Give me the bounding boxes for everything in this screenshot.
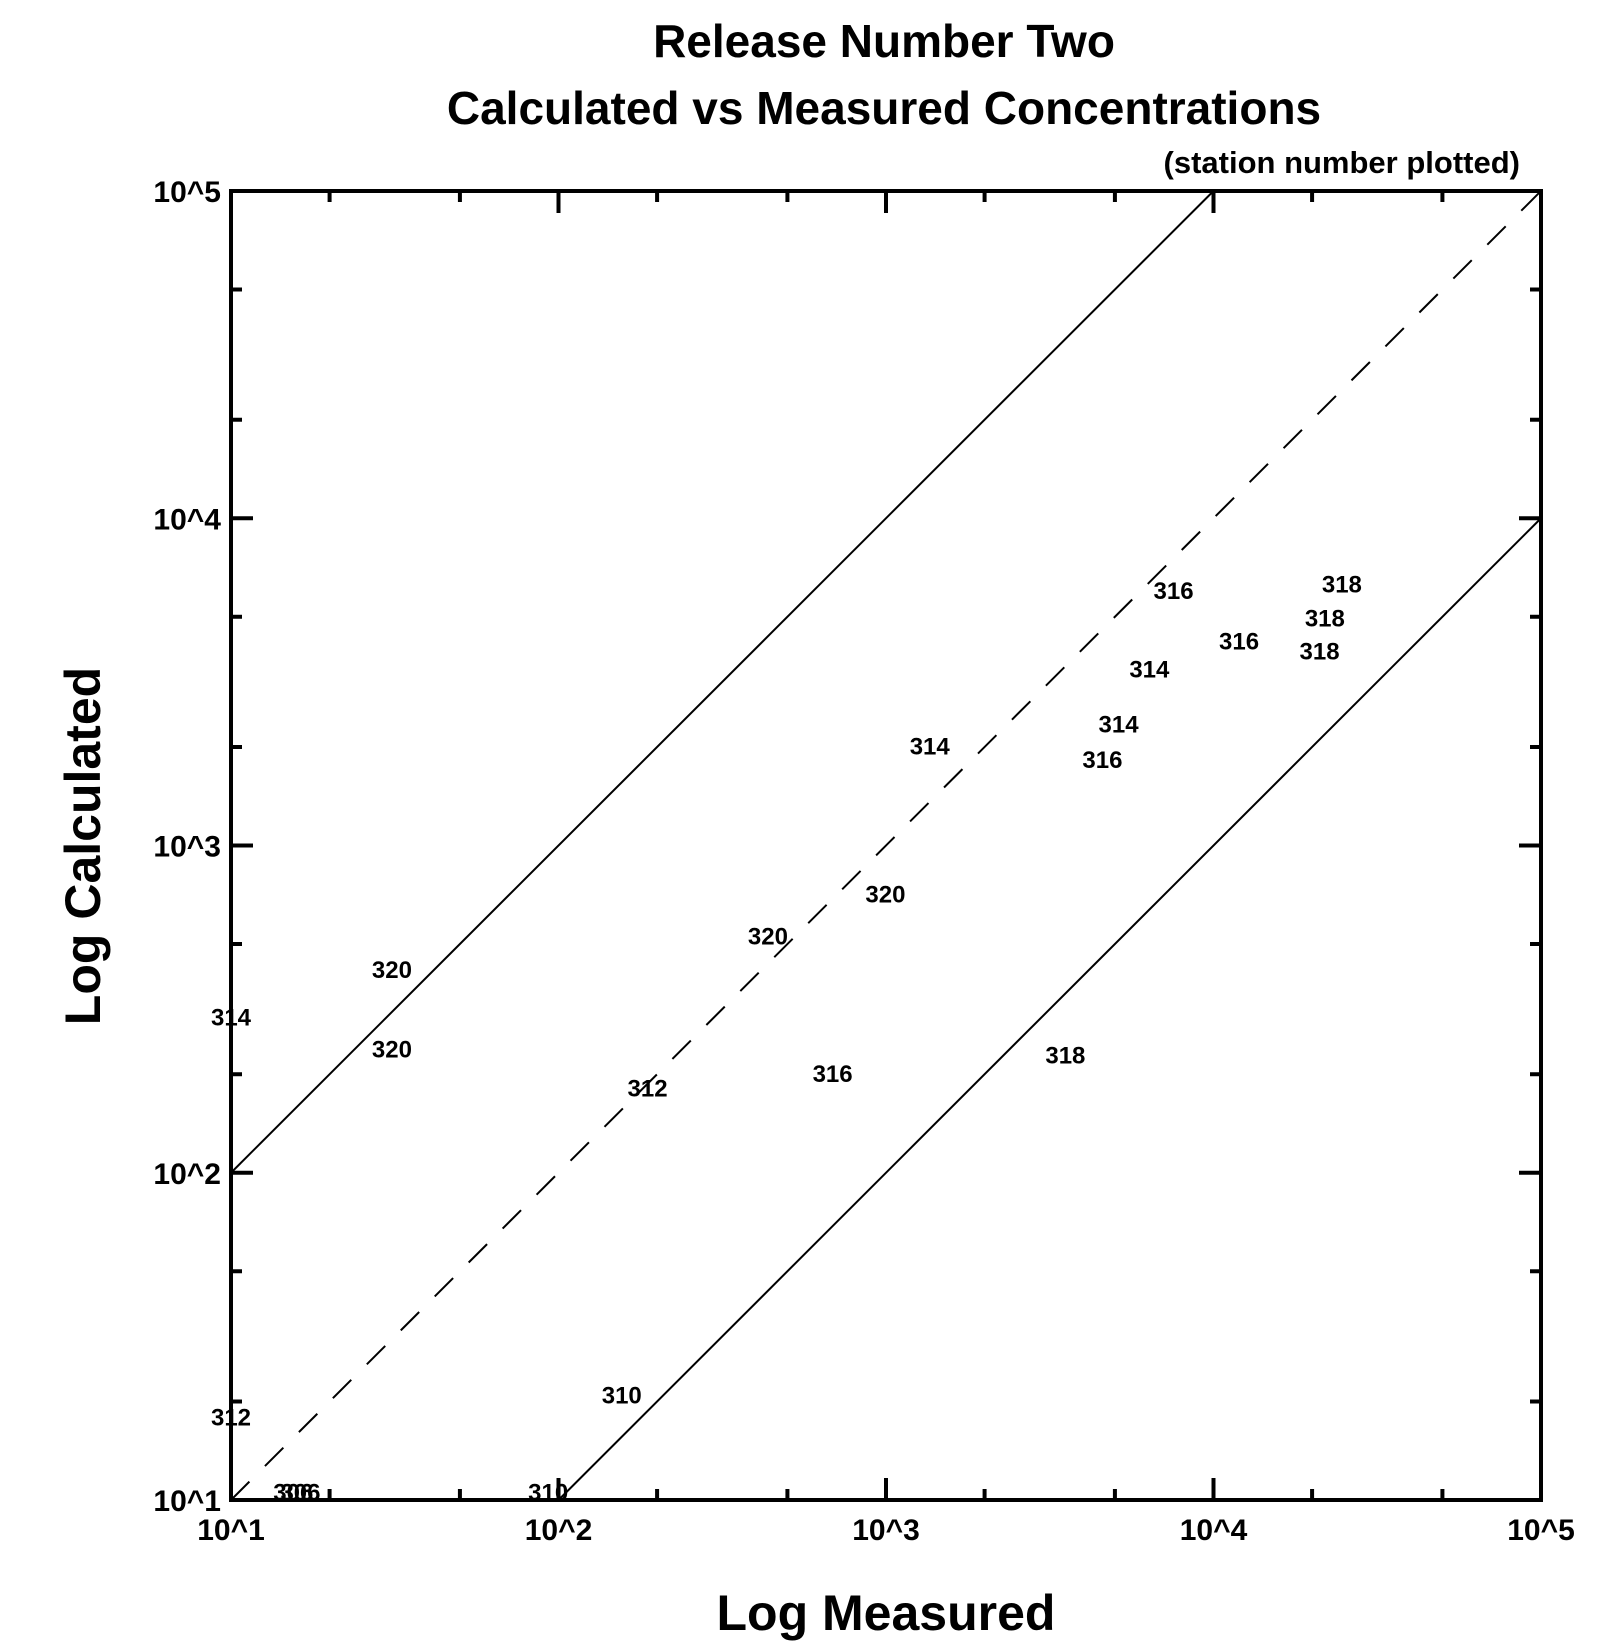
data-point-label: 318 [1322,572,1362,599]
reference-lines [230,190,1542,1501]
data-point-label: 314 [1099,711,1140,738]
y-tick-label: 10^4 [153,503,221,536]
data-point-label: 314 [1129,656,1170,683]
data-point-label: 318 [1300,638,1340,665]
data-point-label: 316 [1154,578,1194,605]
data-point-label: 318 [1045,1042,1085,1069]
x-tick-label: 10^3 [852,1514,920,1547]
data-point-label: 316 [813,1061,853,1088]
data-point-label: 306 [280,1480,320,1507]
data-point-label: 316 [1219,629,1259,656]
x-axis-label: Log Measured [717,1585,1056,1641]
chart-title-line-2: Calculated vs Measured Concentrations [447,82,1321,134]
tick-labels: 10^1 10^2 10^3 10^4 10^5 10^1 10^2 10^3 10^4 10^5 [153,176,1574,1547]
data-point-label: 312 [628,1076,668,1103]
data-point-label: 320 [865,882,905,909]
y-tick-label: 10^5 [153,176,221,209]
reference-line-factor-10-under [557,517,1542,1501]
data-point-label: 306 [273,1480,313,1507]
data-point-label: 314 [910,734,951,761]
x-tick-label: 10^1 [197,1514,265,1547]
data-point-label: 310 [528,1480,568,1507]
y-tick-label: 10^2 [153,1158,221,1191]
x-tick-label: 10^4 [1180,1514,1248,1547]
data-point-label: 320 [372,957,412,984]
x-tick-label: 10^5 [1507,1514,1575,1547]
data-point-label: 314 [211,1005,252,1032]
data-point-label: 312 [211,1404,251,1431]
reference-line-one-to-one [230,190,1542,1501]
y-axis-label: Log Calculated [55,667,111,1025]
data-point-label: 320 [748,924,788,951]
data-point-label: 310 [602,1383,642,1410]
x-tick-label: 10^2 [525,1514,593,1547]
data-points: 316 318 318 316 318 314 314 316 314 320 320 320 320 3… [211,572,1362,1507]
data-point-label: 320 [372,1036,412,1063]
y-tick-label: 10^1 [153,1485,221,1518]
data-point-label: 316 [1082,747,1122,774]
chart-title-line-1: Release Number Two [653,15,1115,67]
data-point-label: 318 [1305,605,1345,632]
chart-subtitle: (station number plotted) [1164,145,1520,180]
plot-frame [229,189,1543,1502]
y-tick-label: 10^3 [153,831,221,864]
reference-line-factor-10-over [230,190,1215,1174]
